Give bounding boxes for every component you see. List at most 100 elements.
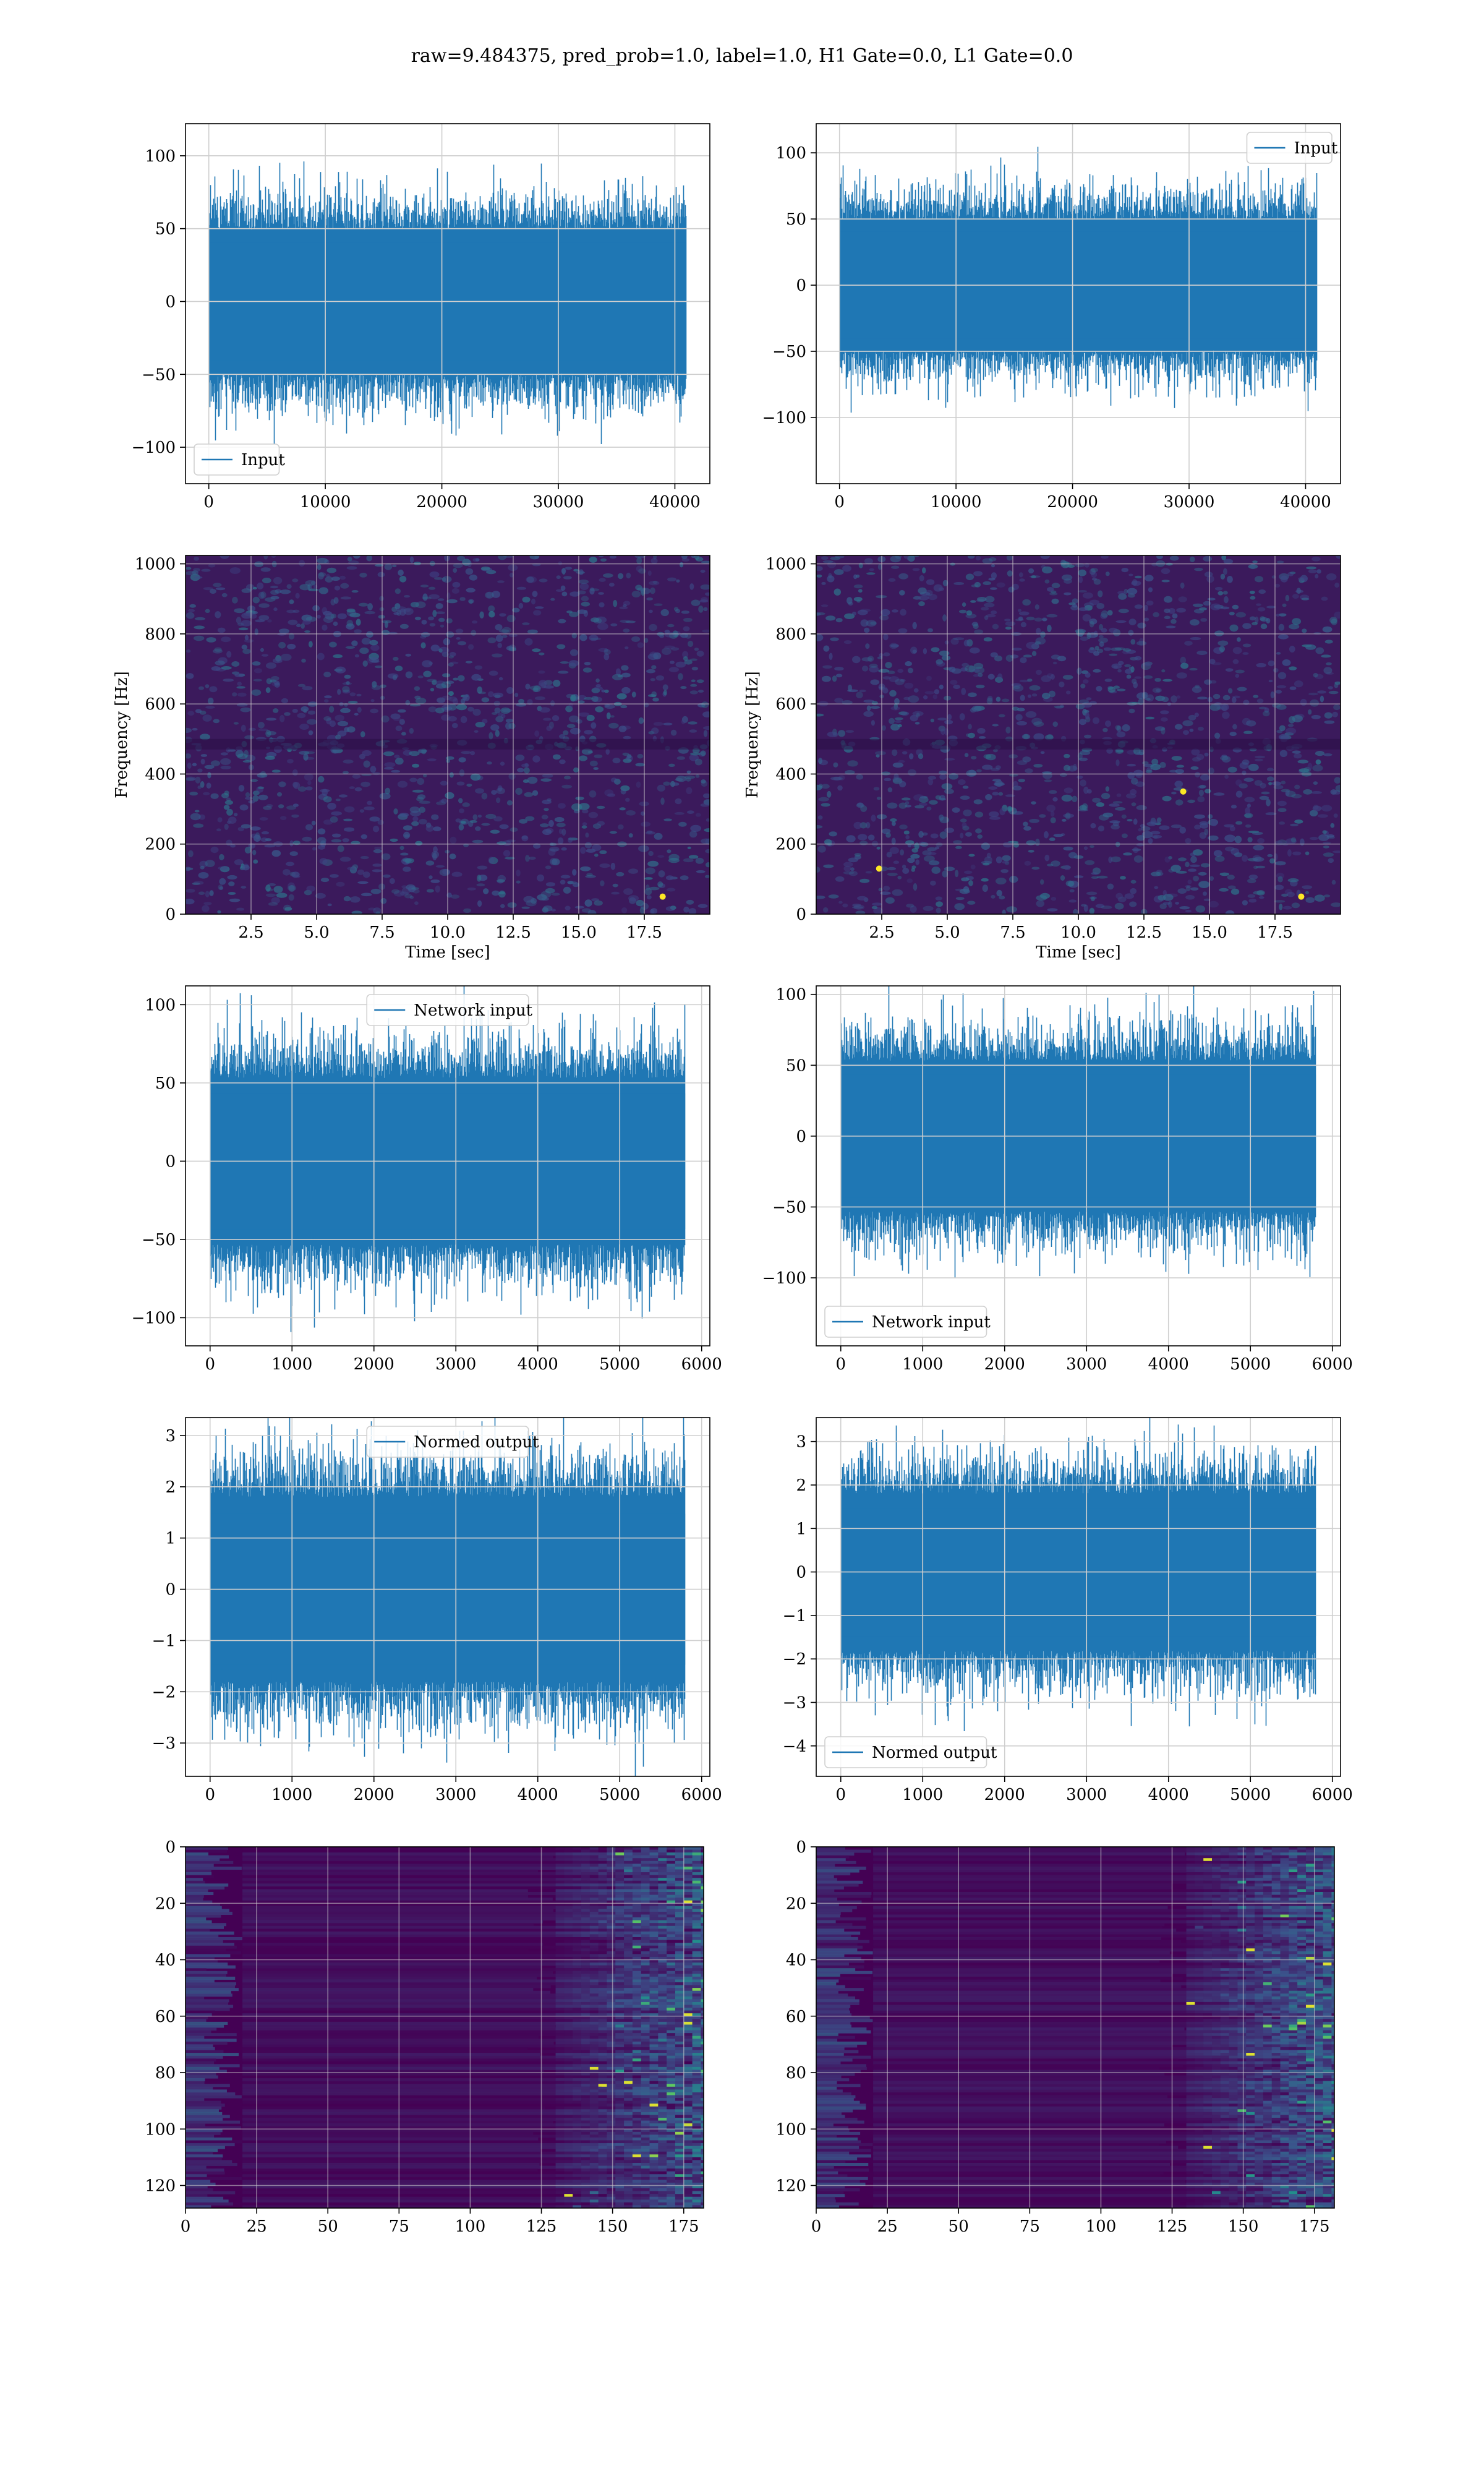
xtick-label: 7.5	[1000, 923, 1025, 942]
hotspot-p4-0	[876, 865, 882, 872]
xtick-label: 125	[526, 2217, 557, 2236]
ytick-label: 40	[155, 1951, 176, 1970]
ytick-label: 50	[786, 1056, 806, 1075]
ytick-label: 0	[165, 1581, 176, 1599]
heatmap-cells-p10	[816, 1847, 1334, 2208]
ytick-label: 1000	[135, 555, 176, 574]
xtick-label: 6000	[1312, 1355, 1353, 1374]
xtick-label: 75	[1020, 2217, 1040, 2236]
xtick-label: 10.0	[1060, 923, 1096, 942]
ytick-label: 3	[165, 1427, 176, 1445]
xtick-label: 100	[455, 2217, 486, 2236]
xtick-label: 2000	[984, 1786, 1025, 1804]
ytick-label: 100	[775, 2120, 806, 2139]
subplot-p3: 2.5 5.0 7.5 10.0 12.5 15.0 17.5 0 200 400 600 800 10…	[113, 555, 710, 962]
legend-p5: Network input	[366, 994, 533, 1026]
ytick-label: 100	[775, 144, 806, 163]
ytick-label: −50	[142, 1231, 176, 1249]
ytick-label: 0	[796, 1838, 806, 1857]
ytick-label: 0	[165, 293, 176, 311]
ytick-label: −100	[132, 1309, 176, 1327]
xtick-label: 0	[835, 1355, 846, 1374]
legend-box	[824, 1736, 987, 1768]
ytick-label: 80	[786, 2064, 806, 2082]
ytick-label: 120	[775, 2177, 806, 2196]
axes-frame-p7	[185, 1417, 710, 1777]
xtick-label: 15.0	[1192, 923, 1227, 942]
ytick-label: −2	[152, 1683, 176, 1701]
xtick-label: 6000	[681, 1355, 722, 1374]
ytick-label: 0	[796, 1128, 806, 1146]
xtick-label: 17.5	[1257, 923, 1293, 942]
legend-box	[194, 443, 280, 476]
ytick-label: 2	[796, 1476, 806, 1495]
ylabel-p3: Frequency [Hz]	[113, 671, 131, 798]
axes-frame-p10	[816, 1846, 1335, 2209]
ytick-label: 200	[775, 836, 806, 854]
ytick-label: 120	[145, 2177, 176, 2196]
xtick-label: 5000	[599, 1786, 640, 1804]
legend-p2: Input	[1246, 132, 1338, 164]
ytick-label: 400	[775, 765, 806, 784]
ytick-label: −3	[152, 1734, 176, 1753]
ytick-label: 600	[145, 695, 176, 714]
legend-p8: Normed output	[824, 1736, 997, 1768]
ytick-label: 100	[145, 2120, 176, 2139]
subplot-p2: 0 10000 20000 30000 40000 −100 −50 0 50 100 Input	[762, 123, 1341, 511]
xtick-label: 1000	[271, 1355, 312, 1374]
xtick-label: 7.5	[369, 923, 394, 942]
xtick-label: 6000	[1312, 1786, 1353, 1804]
xtick-label: 0	[205, 1786, 215, 1804]
legend-label: Network input	[872, 1313, 991, 1332]
xtick-label: 0	[834, 493, 845, 511]
xtick-label: 0	[811, 2217, 822, 2236]
xtick-label: 0	[835, 1786, 846, 1804]
ytick-label: 60	[786, 2008, 806, 2026]
legend-box	[1246, 132, 1333, 164]
xtick-label: 3000	[435, 1786, 476, 1804]
axes-frame-p6	[816, 985, 1341, 1346]
xtick-label: 5000	[599, 1355, 640, 1374]
axes-frame-p2	[816, 123, 1341, 484]
ytick-label: 0	[796, 276, 806, 295]
xtick-label: 30000	[533, 493, 584, 511]
subplot-p10: 0 25 50 75 100 125 150 175 0 20 40 60 80 100 120	[775, 1838, 1335, 2236]
ytick-label: 50	[786, 210, 806, 229]
ytick-label: −2	[783, 1650, 806, 1669]
ytick-label: 0	[165, 1152, 176, 1171]
xtick-label: 1000	[902, 1355, 943, 1374]
subplot-p7: 0 1000 2000 3000 4000 5000 6000 −3 −2 −1 0 1 2 3 Norme…	[152, 1417, 722, 1804]
ytick-label: −3	[783, 1693, 806, 1712]
legend-label: Input	[241, 451, 285, 469]
axes-frame-p5	[185, 985, 710, 1346]
ytick-label: 50	[155, 1074, 176, 1093]
hotspot-p4-1	[1180, 788, 1187, 795]
subplot-p8: 0 1000 2000 3000 4000 5000 6000 −4 −3 −2 −1 0 1 2 3 Nor…	[783, 1417, 1353, 1804]
legend-label: Input	[1294, 139, 1338, 158]
legend-label: Network input	[414, 1001, 532, 1020]
xtick-label: 40000	[649, 493, 701, 511]
xtick-label: 150	[597, 2217, 628, 2236]
hotspot-p4-2	[1298, 893, 1305, 900]
xtick-label: 10000	[300, 493, 351, 511]
ytick-label: 0	[796, 905, 806, 924]
xtick-label: 5000	[1230, 1355, 1271, 1374]
xtick-label: 175	[668, 2217, 699, 2236]
figure-suptitle: raw=9.484375, pred_prob=1.0, label=1.0, …	[411, 45, 1073, 67]
hotspot-p3-0	[659, 893, 666, 900]
ytick-label: 800	[775, 625, 806, 644]
ytick-label: 100	[145, 996, 176, 1014]
heatmap-cells-p9	[186, 1847, 704, 2208]
ytick-label: 1000	[765, 555, 806, 574]
xtick-label: 150	[1228, 2217, 1259, 2236]
ytick-label: 80	[155, 2064, 176, 2082]
xtick-label: 20000	[416, 493, 467, 511]
xtick-label: 25	[247, 2217, 267, 2236]
ylabel-p4: Frequency [Hz]	[743, 671, 762, 798]
legend-box	[824, 1306, 987, 1338]
xtick-label: 1000	[902, 1786, 943, 1804]
legend-box	[366, 1426, 529, 1458]
ytick-label: 60	[155, 2008, 176, 2026]
xtick-label: 3000	[1066, 1786, 1107, 1804]
